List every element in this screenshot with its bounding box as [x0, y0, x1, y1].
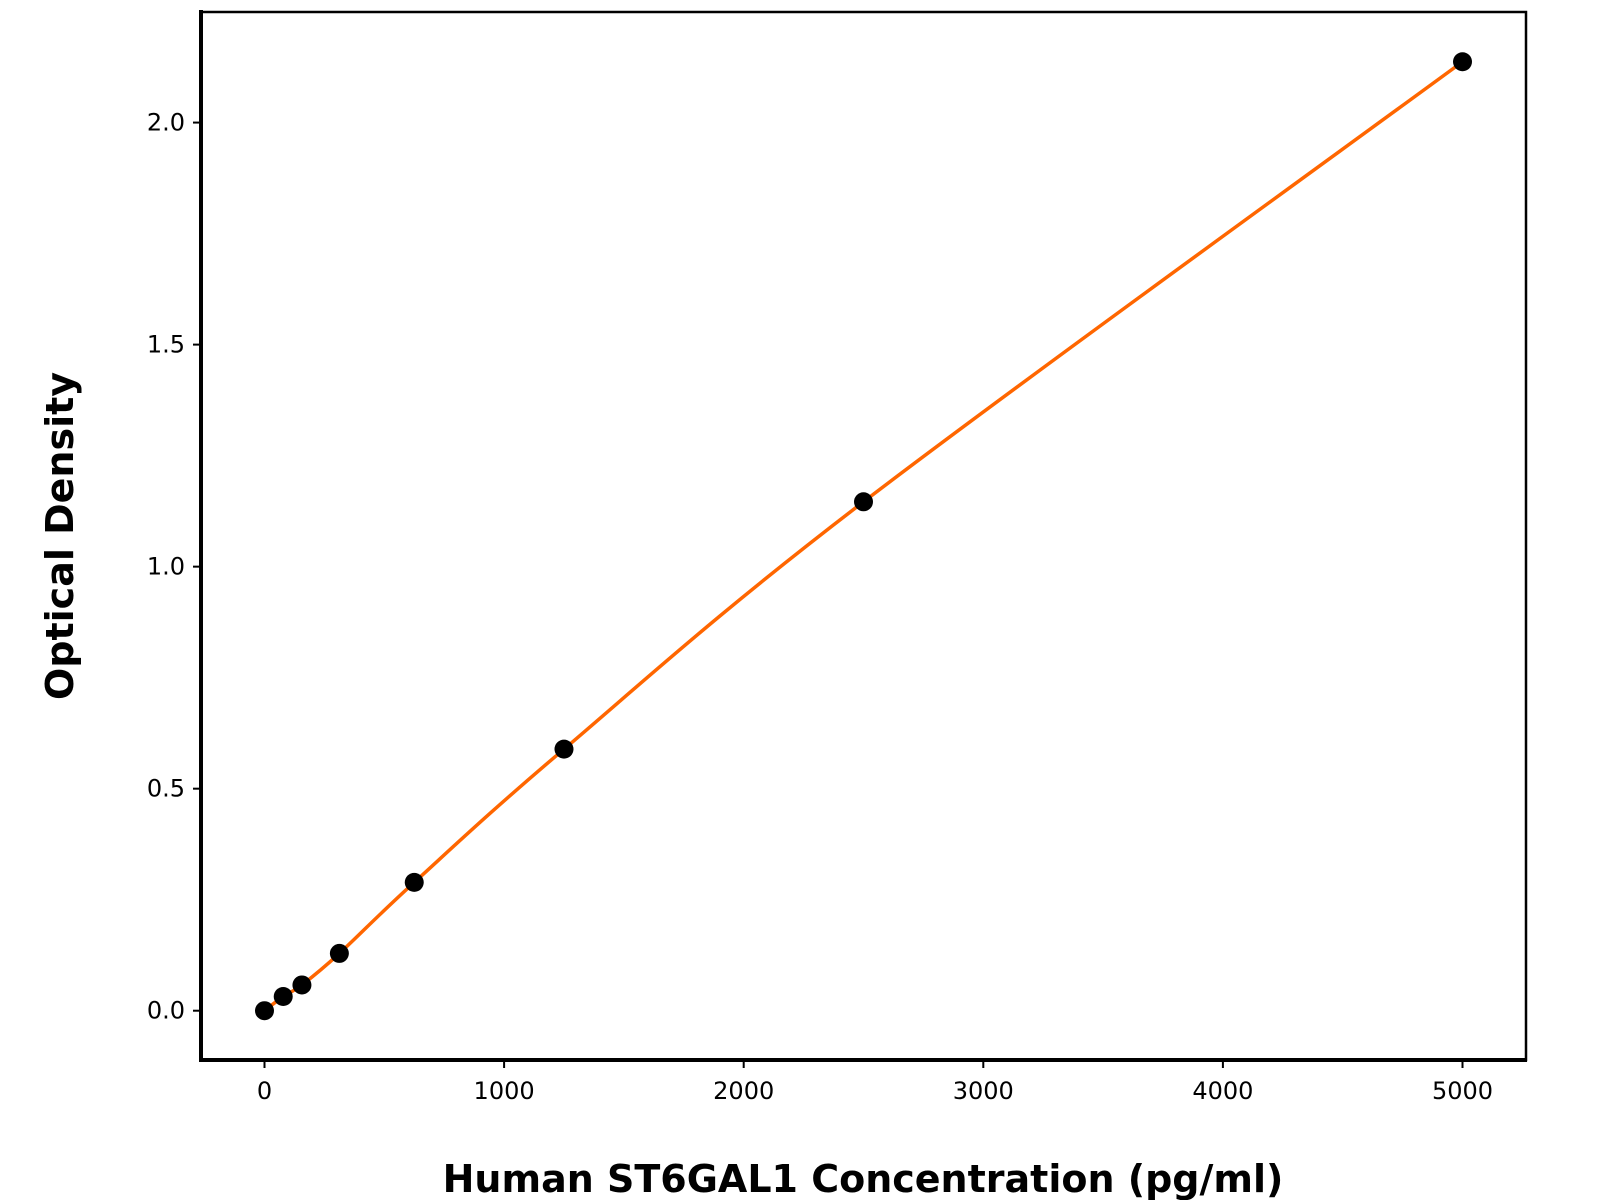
x-axis-label: Human ST6GAL1 Concentration (pg/ml) — [443, 1157, 1284, 1200]
data-point — [1453, 52, 1473, 72]
y-tick-label: 0.5 — [147, 775, 185, 803]
y-tick-label: 1.5 — [147, 331, 185, 359]
x-tick-label: 4000 — [1192, 1077, 1253, 1105]
x-tick-label: 1000 — [474, 1077, 535, 1105]
y-tick-label: 2.0 — [147, 109, 185, 137]
y-tick-label: 0.0 — [147, 997, 185, 1025]
y-axis-label: Optical Density — [38, 372, 82, 700]
data-point — [329, 943, 349, 963]
x-tick-label: 0 — [257, 1077, 272, 1105]
data-point — [273, 986, 293, 1006]
plot-frame — [199, 10, 1528, 1062]
x-tick-label: 5000 — [1432, 1077, 1493, 1105]
x-tick-label: 3000 — [953, 1077, 1014, 1105]
x-tick-label: 2000 — [713, 1077, 774, 1105]
data-point — [404, 872, 424, 892]
data-point — [254, 1001, 274, 1021]
fit-curve — [263, 60, 1464, 1013]
y-tick-label: 1.0 — [147, 553, 185, 581]
data-point — [292, 975, 312, 995]
data-point — [554, 739, 574, 759]
data-point — [854, 492, 873, 512]
